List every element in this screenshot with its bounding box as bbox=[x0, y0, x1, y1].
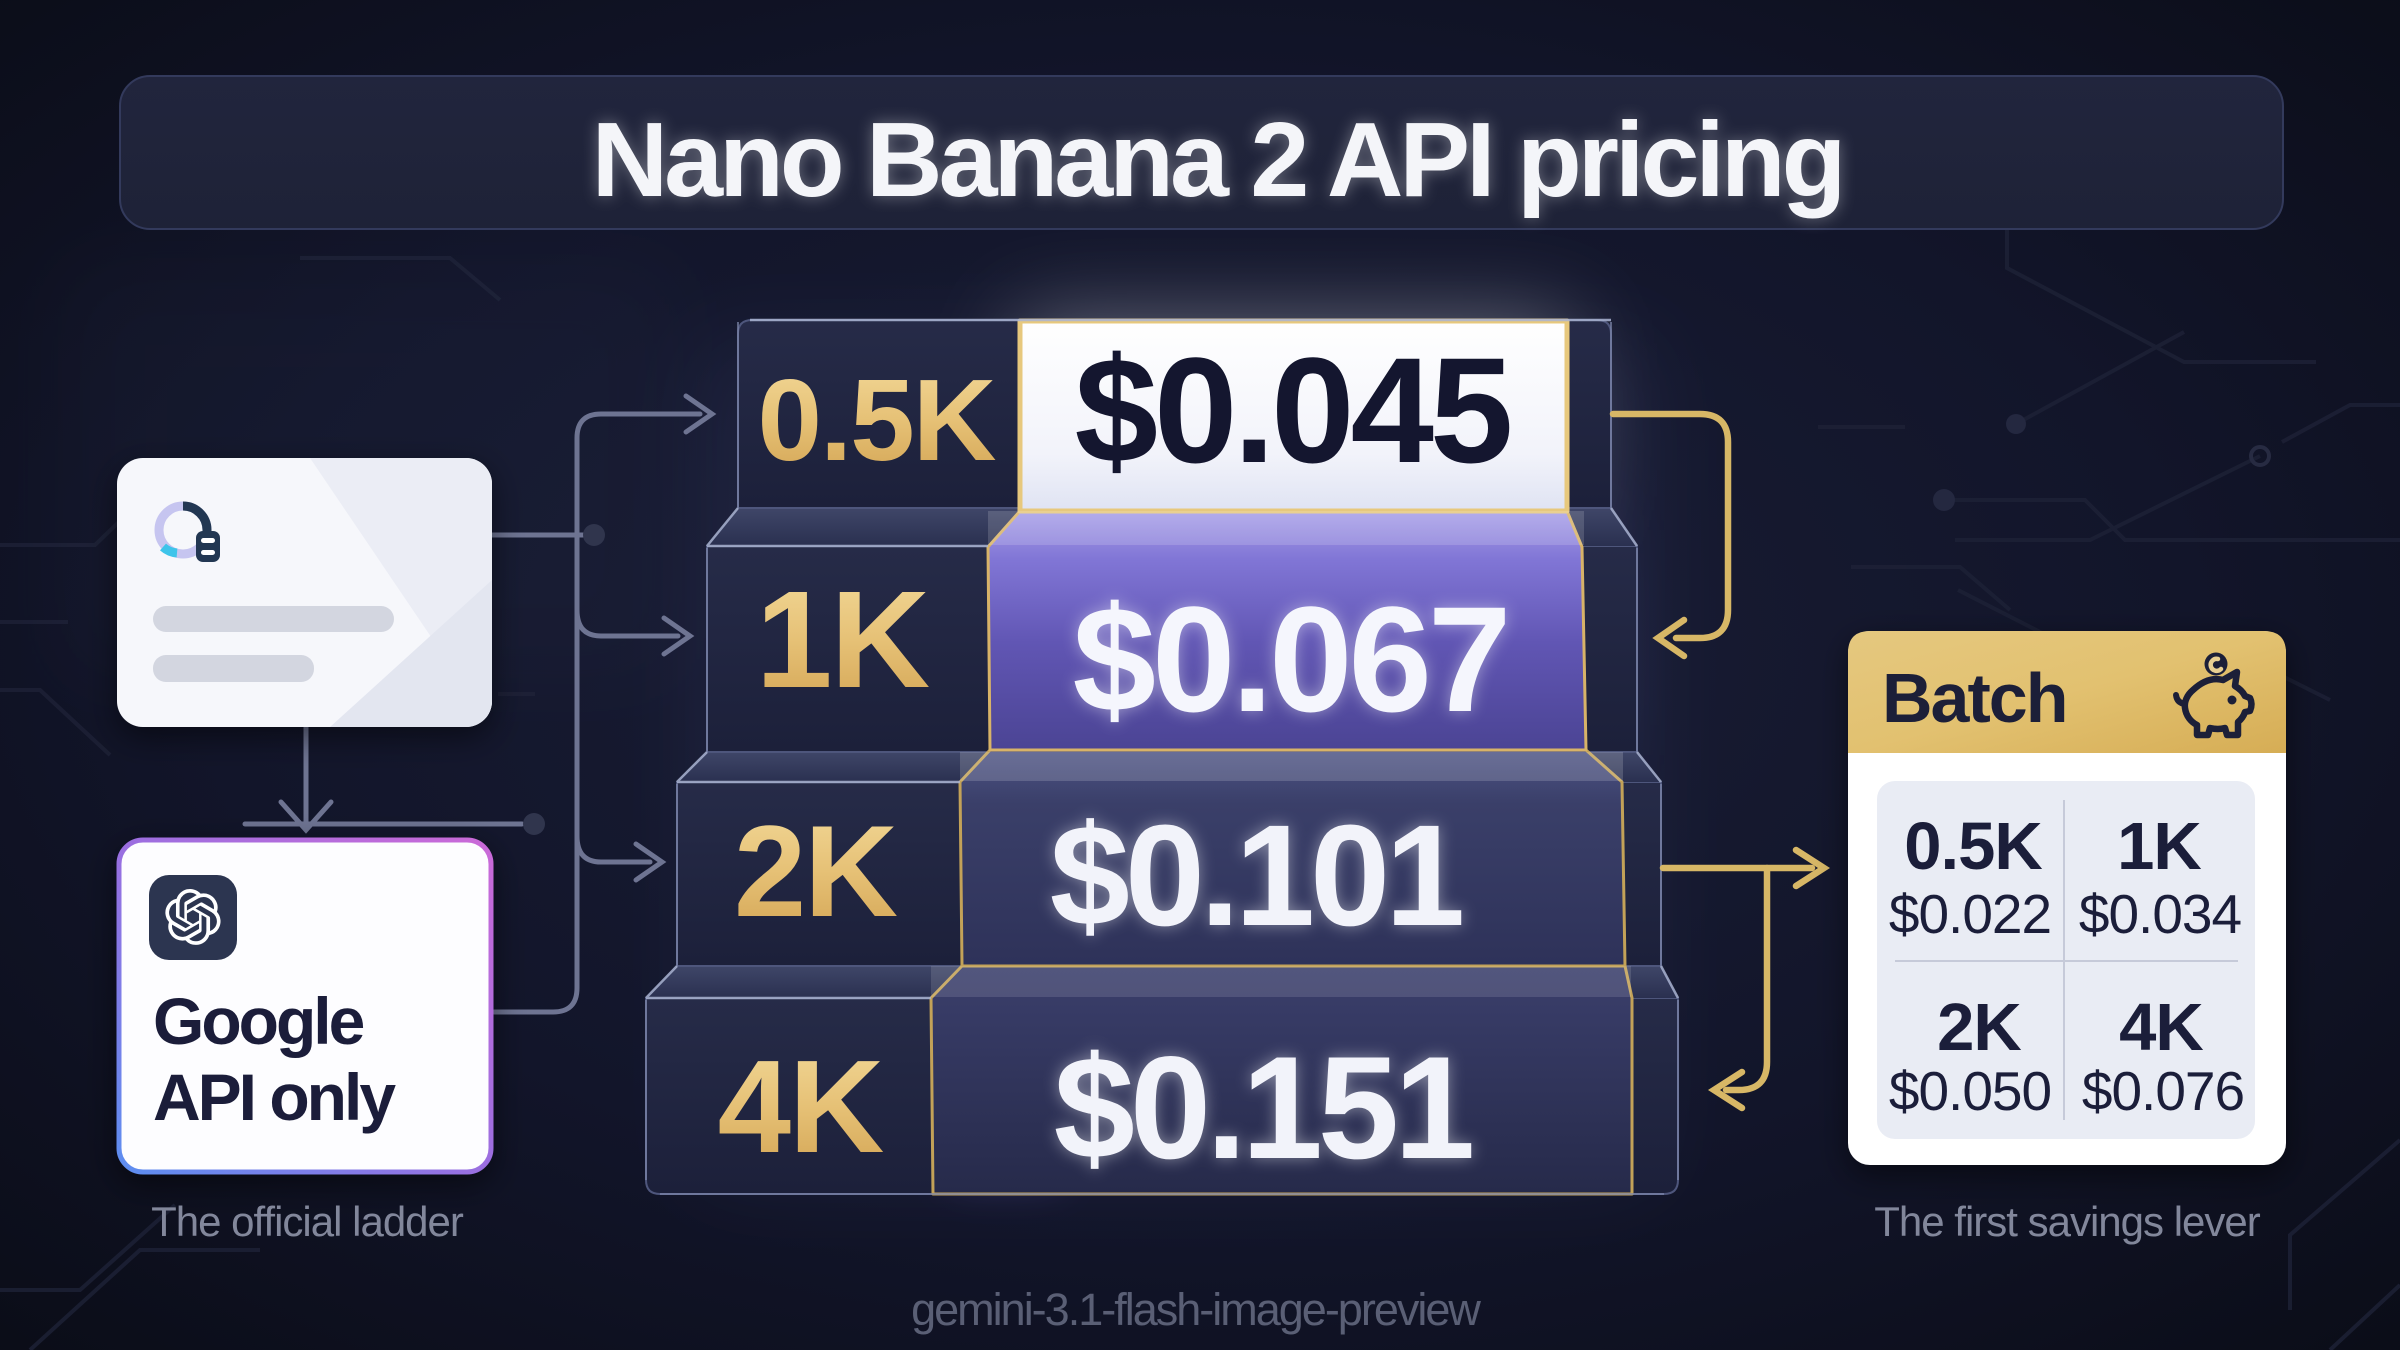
svg-text:2K: 2K bbox=[734, 798, 897, 944]
svg-text:2K: 2K bbox=[1937, 990, 2021, 1065]
svg-text:$0.045: $0.045 bbox=[1075, 326, 1510, 494]
svg-text:gemini-3.1-flash-image-preview: gemini-3.1-flash-image-preview bbox=[911, 1284, 1481, 1335]
svg-text:0.5K: 0.5K bbox=[757, 355, 995, 485]
svg-text:$0.050: $0.050 bbox=[1889, 1060, 2051, 1122]
svg-text:0.5K: 0.5K bbox=[1904, 809, 2042, 884]
svg-text:1K: 1K bbox=[2117, 809, 2201, 884]
svg-text:Batch: Batch bbox=[1882, 659, 2066, 737]
svg-text:Google: Google bbox=[153, 984, 364, 1058]
svg-text:1K: 1K bbox=[756, 563, 930, 717]
svg-text:Nano Banana 2 API pricing: Nano Banana 2 API pricing bbox=[592, 101, 1843, 219]
svg-text:Nano Banana 2 API pricing: Nano Banana 2 API pricing bbox=[592, 101, 1843, 219]
svg-text:$0.076: $0.076 bbox=[2082, 1060, 2244, 1122]
svg-text:API only: API only bbox=[153, 1060, 396, 1134]
svg-text:$0.101: $0.101 bbox=[1050, 795, 1462, 956]
svg-text:$0.067: $0.067 bbox=[1073, 575, 1508, 743]
svg-text:The first savings lever: The first savings lever bbox=[1874, 1198, 2260, 1245]
svg-text:$0.151: $0.151 bbox=[1054, 1026, 1472, 1189]
svg-text:4K: 4K bbox=[2119, 990, 2203, 1065]
svg-text:$0.022: $0.022 bbox=[1889, 883, 2051, 945]
svg-text:$0.101: $0.101 bbox=[1050, 795, 1462, 956]
svg-text:The official ladder: The official ladder bbox=[151, 1198, 464, 1245]
svg-text:$0.067: $0.067 bbox=[1073, 575, 1508, 743]
svg-text:$0.034: $0.034 bbox=[2079, 883, 2241, 945]
svg-text:$0.151: $0.151 bbox=[1054, 1026, 1472, 1189]
svg-text:4K: 4K bbox=[718, 1033, 884, 1180]
